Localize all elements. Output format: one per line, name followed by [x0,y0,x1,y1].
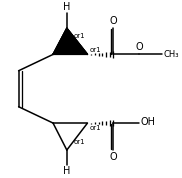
Text: or1: or1 [74,33,85,39]
Text: H: H [63,2,70,12]
Text: O: O [110,153,117,163]
Text: or1: or1 [74,139,85,145]
Text: H: H [63,166,70,176]
Polygon shape [53,28,88,54]
Text: or1: or1 [89,47,101,53]
Text: or1: or1 [89,125,101,131]
Text: O: O [135,42,143,52]
Text: CH₃: CH₃ [163,50,179,59]
Text: O: O [110,16,117,26]
Text: OH: OH [141,117,156,127]
